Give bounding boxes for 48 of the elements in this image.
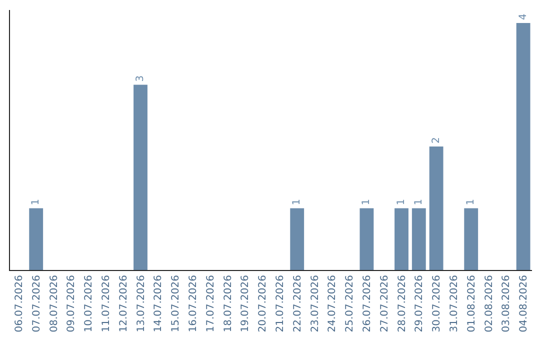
data-label: 4 (518, 14, 529, 20)
x-tick-label: 12.07.2026 (118, 275, 130, 332)
bar (29, 208, 44, 270)
x-tick-label: 14.07.2026 (153, 275, 164, 332)
x-tick-label: 23.07.2026 (310, 275, 321, 332)
bar (516, 23, 530, 270)
x-tick-label: 20.07.2026 (258, 275, 269, 332)
data-label: 1 (466, 198, 477, 206)
x-tick-label: 07.07.2026 (31, 275, 42, 332)
bar (412, 208, 426, 270)
data-label: 1 (413, 198, 424, 206)
x-tick-label: 10.07.2026 (84, 275, 95, 332)
x-tick-label: 24.07.2026 (327, 275, 338, 332)
bar (394, 208, 408, 270)
bar (464, 208, 478, 270)
data-label: 1 (30, 198, 42, 206)
x-tick-label: 15.07.2026 (170, 275, 182, 332)
x-tick-label: 08.07.2026 (48, 275, 60, 332)
x-tick-label: 06.07.2026 (14, 275, 25, 332)
bar (429, 146, 444, 270)
data-label: 1 (361, 198, 372, 206)
x-tick-label: 28.07.2026 (396, 275, 408, 332)
x-tick-label: 25.07.2026 (344, 275, 356, 332)
x-tick-label: 11.07.2026 (100, 275, 112, 332)
x-tick-label: 22.07.2026 (292, 275, 304, 332)
data-label: 1 (396, 198, 407, 206)
bar (134, 84, 148, 270)
x-tick-label: 29.07.2026 (414, 275, 426, 332)
x-tick-label: 26.07.2026 (362, 275, 373, 332)
x-tick-label: 30.07.2026 (432, 275, 443, 332)
x-tick-label: 27.07.2026 (379, 275, 390, 332)
x-tick-label: 16.07.2026 (188, 275, 199, 332)
x-tick-label: 21.07.2026 (274, 275, 286, 332)
data-label: 2 (430, 137, 442, 144)
x-tick-label: 03.08.2026 (501, 275, 512, 332)
x-tick-label: 19.07.2026 (240, 275, 252, 332)
x-tick-label: 04.08.2026 (518, 275, 530, 332)
bar (290, 208, 304, 270)
x-tick-label: 01.08.2026 (466, 275, 478, 332)
x-tick-label: 02.08.2026 (484, 275, 495, 332)
x-tick-label: 13.07.2026 (136, 275, 147, 332)
data-label: 1 (292, 198, 303, 206)
x-tick-label: 18.07.2026 (222, 275, 234, 332)
data-label: 3 (135, 75, 146, 82)
x-tick-label: 09.07.2026 (66, 275, 78, 332)
x-tick-label: 17.07.2026 (205, 275, 216, 332)
x-tick-label: 31.07.2026 (448, 275, 460, 332)
bar (360, 208, 374, 270)
